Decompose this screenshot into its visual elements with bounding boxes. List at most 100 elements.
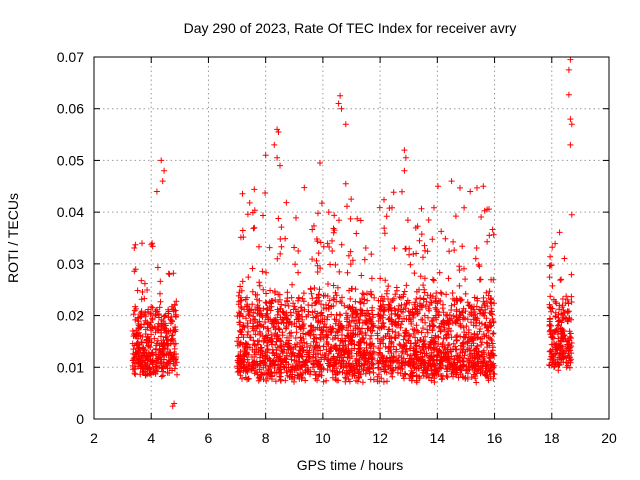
data-point (409, 326, 416, 333)
data-point (251, 186, 258, 193)
data-point (170, 356, 177, 363)
data-point (303, 356, 310, 363)
data-point (484, 238, 491, 245)
data-point (260, 376, 267, 383)
data-point (559, 302, 566, 309)
data-point (547, 304, 554, 311)
data-point (338, 105, 345, 112)
data-point (244, 211, 251, 218)
data-point (398, 294, 404, 301)
data-point (167, 360, 174, 367)
data-point (407, 363, 414, 370)
data-point (324, 293, 331, 300)
data-point (411, 301, 418, 308)
data-point (424, 363, 431, 370)
data-point (568, 211, 575, 218)
data-point (153, 188, 160, 195)
data-point (150, 369, 157, 376)
data-point (339, 332, 345, 338)
data-point (341, 351, 348, 358)
data-point (344, 269, 351, 276)
data-point (284, 298, 291, 305)
data-point (436, 269, 443, 276)
data-point (376, 313, 383, 320)
data-point (333, 292, 340, 299)
data-point (253, 358, 260, 365)
data-point (285, 302, 292, 309)
data-point (400, 291, 407, 298)
data-point (139, 358, 146, 364)
data-point (318, 301, 324, 308)
data-point (477, 276, 484, 283)
data-point (148, 339, 155, 346)
data-point (439, 341, 446, 348)
data-point (284, 372, 291, 379)
data-point (251, 370, 258, 377)
data-point (326, 244, 333, 250)
data-point (274, 154, 281, 161)
data-point (245, 366, 251, 373)
data-point (344, 203, 350, 210)
data-point (302, 331, 309, 338)
data-point (482, 372, 489, 379)
data-point (420, 296, 427, 303)
data-point (377, 302, 384, 309)
data-point (352, 286, 359, 293)
data-point (332, 289, 339, 296)
data-point (429, 317, 436, 324)
data-point (290, 306, 297, 313)
data-point (271, 365, 278, 371)
data-point (238, 329, 245, 336)
data-point (422, 247, 428, 254)
data-point (406, 251, 413, 258)
data-point (297, 343, 303, 350)
data-point (488, 337, 495, 343)
data-point (429, 371, 436, 378)
data-point (484, 340, 491, 347)
data-point (162, 322, 169, 329)
data-point (462, 290, 469, 297)
data-point (440, 301, 446, 308)
data-point (362, 312, 368, 319)
data-point (327, 261, 334, 268)
data-point (366, 315, 373, 322)
data-point (149, 240, 156, 247)
data-point (398, 302, 405, 308)
data-point (381, 230, 388, 237)
data-point (481, 302, 488, 309)
data-point (393, 346, 400, 353)
data-point (344, 312, 351, 319)
data-point (410, 330, 417, 337)
data-point (152, 364, 159, 370)
data-point (317, 312, 324, 319)
data-point (342, 121, 349, 128)
data-point (475, 348, 482, 355)
data-point (133, 353, 140, 360)
data-point (418, 316, 425, 323)
data-point (300, 290, 307, 297)
data-point (398, 321, 405, 328)
data-point (249, 209, 256, 216)
data-point (318, 309, 325, 316)
data-point (355, 342, 362, 349)
data-point (549, 282, 556, 289)
data-point (310, 338, 317, 345)
data-point (419, 304, 425, 311)
data-point (311, 335, 318, 342)
data-point (461, 265, 467, 272)
data-point (136, 359, 143, 366)
data-point (318, 200, 325, 207)
data-point (566, 364, 573, 371)
data-point (157, 298, 164, 305)
data-point (329, 248, 336, 254)
data-point (483, 365, 490, 372)
data-point (337, 322, 344, 329)
data-point (552, 240, 559, 247)
data-point (450, 360, 457, 367)
data-point (374, 332, 381, 339)
data-point (296, 354, 303, 361)
data-point (420, 254, 426, 261)
data-point (331, 343, 338, 350)
data-point (349, 337, 356, 344)
data-point (320, 243, 327, 250)
